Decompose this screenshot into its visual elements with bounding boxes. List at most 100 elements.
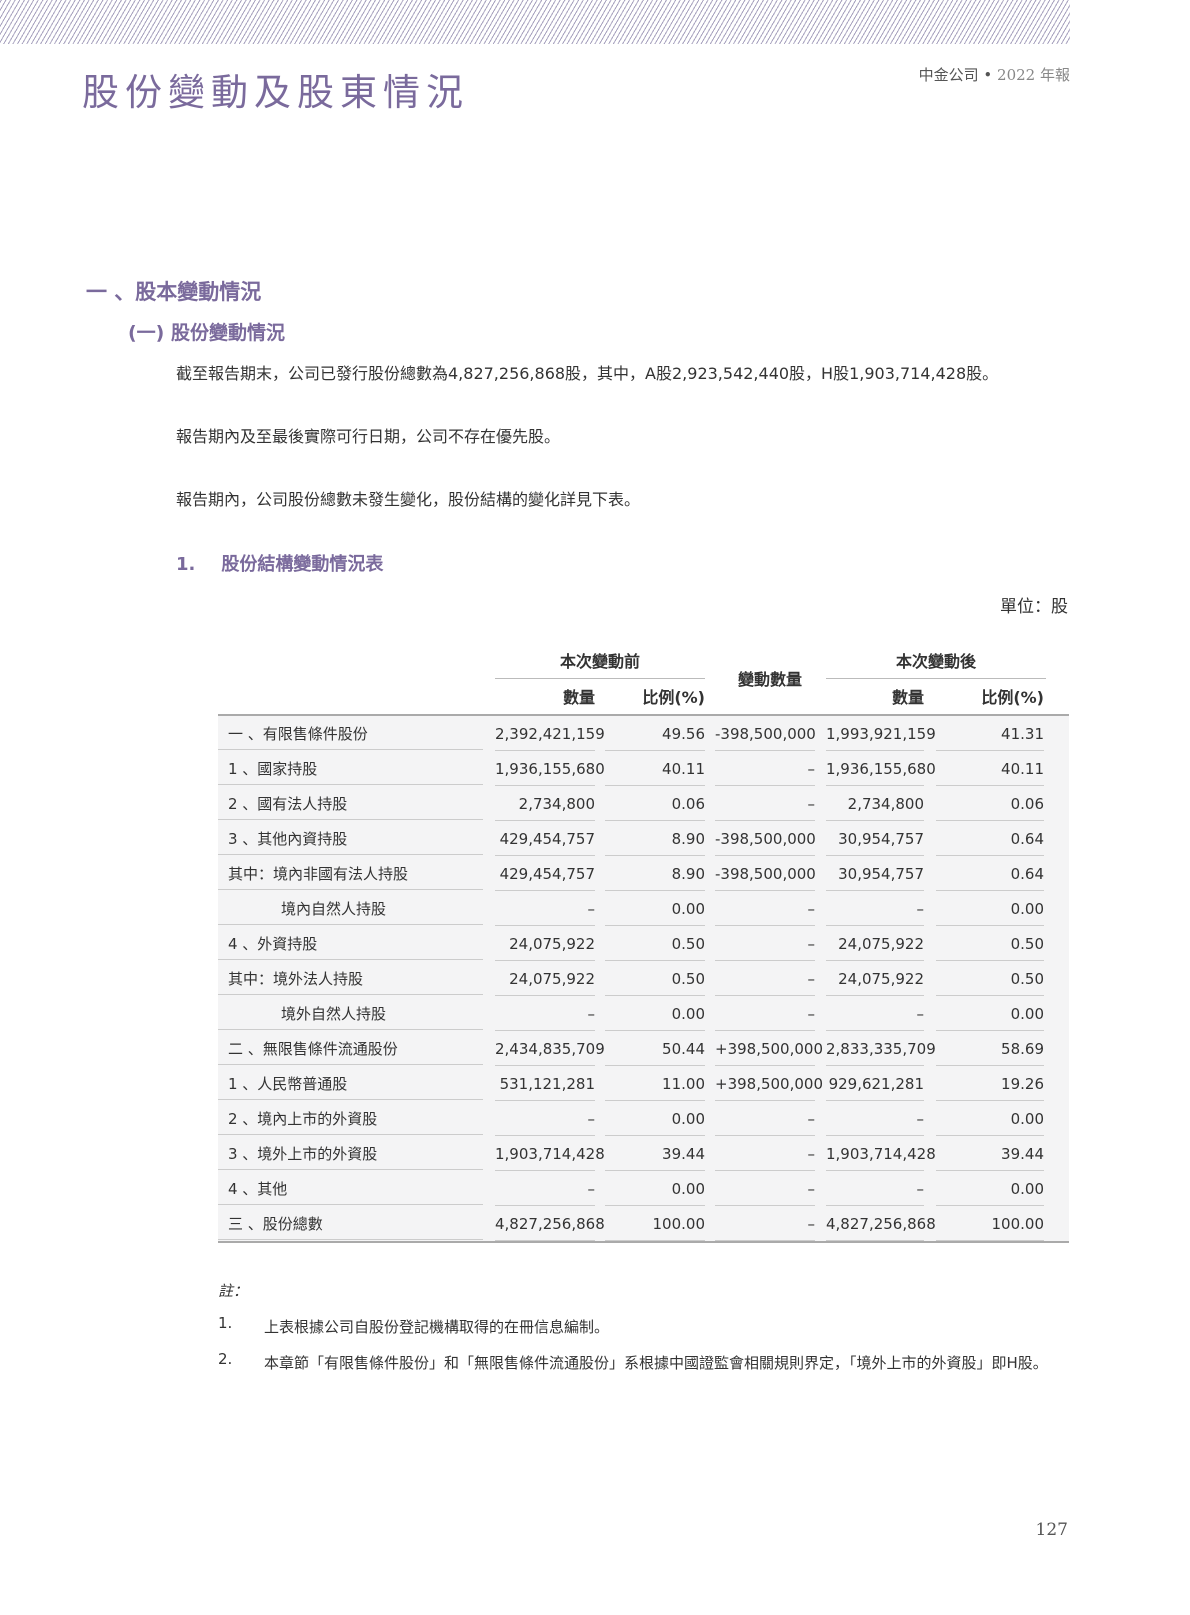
note-number: 1. (218, 1314, 233, 1332)
cell: – (495, 996, 595, 1031)
row-label: 其中：境外法人持股 (218, 961, 483, 995)
table-row: 4 、其他 –0.00– –0.00 (218, 1171, 1069, 1206)
row-label: 2 、國有法人持股 (218, 786, 483, 820)
table-body: 一 、有限售條件股份 2,392,421,159 49.56 -398,500,000… (218, 716, 1069, 1241)
table-heading: 1. 股份結構變動情況表 (176, 550, 409, 576)
subsection-heading: (一) 股份變動情況 (128, 322, 285, 344)
cell: 40.11 (936, 751, 1044, 786)
cell: -398,500,000 (715, 821, 816, 856)
table-bottom-rule (218, 1241, 1069, 1243)
cell: 1,936,155,680 (826, 751, 936, 786)
row-label: 4 、外資持股 (218, 926, 483, 960)
cell: 4,827,256,868 (495, 1206, 605, 1241)
cell: 50.44 (605, 1031, 705, 1066)
paragraph: 截至報告期末，公司已發行股份總數為4,827,256,868股，其中，A股2,9… (176, 364, 999, 383)
cell: 39.44 (936, 1136, 1044, 1171)
cell: 24,075,922 (826, 926, 924, 961)
table-row: 其中：境外法人持股 24,075,922 0.50–24,075,922 0.50 (218, 961, 1069, 996)
row-label: 一 、有限售條件股份 (218, 716, 483, 750)
notes-label: 註： (218, 1282, 249, 1300)
cell: – (495, 1171, 595, 1206)
cell: 100.00 (936, 1206, 1044, 1241)
cell: +398,500,000 (715, 1031, 823, 1066)
cell: 8.90 (605, 821, 705, 856)
row-label: 境外自然人持股 (218, 996, 483, 1030)
cell: -398,500,000 (715, 856, 816, 891)
table-row: 3 、境外上市的外資股 1,903,714,428 39.44–1,903,714,… (218, 1136, 1069, 1171)
cell: 2,434,835,709 (495, 1031, 605, 1066)
table-row: 境外自然人持股 –0.00– –0.00 (218, 996, 1069, 1031)
cell: – (715, 1206, 815, 1241)
cell: 1,903,714,428 (826, 1136, 936, 1171)
row-label: 1 、人民幣普通股 (218, 1066, 483, 1100)
cell: 8.90 (605, 856, 705, 891)
cell: – (715, 961, 815, 996)
header-pct-after: 比例(%) (981, 688, 1044, 707)
cell: – (715, 1171, 815, 1206)
cell: – (715, 1136, 815, 1171)
header-qty-before: 數量 (562, 688, 595, 707)
cell: – (715, 751, 815, 786)
row-label: 1 、國家持股 (218, 751, 483, 785)
report-name: 2022 年報 (997, 66, 1070, 84)
cell: – (715, 786, 815, 821)
cell: 0.00 (936, 996, 1044, 1031)
cell: 24,075,922 (495, 961, 595, 996)
cell: – (826, 1101, 924, 1136)
note-text: 上表根據公司自股份登記機構取得的在冊信息編制。 (264, 1318, 610, 1336)
header-before: 本次變動前 (495, 648, 705, 679)
header-after: 本次變動後 (826, 648, 1046, 679)
note-number: 2. (218, 1350, 233, 1368)
cell: 24,075,922 (826, 961, 924, 996)
cell: – (826, 996, 924, 1031)
header-qty-after: 數量 (891, 688, 924, 707)
cell: 531,121,281 (495, 1066, 595, 1101)
row-label: 二 、無限售條件流通股份 (218, 1031, 483, 1065)
cell: 41.31 (936, 716, 1044, 751)
cell: 0.00 (936, 1171, 1044, 1206)
table-row: 境內自然人持股 –0.00– –0.00 (218, 891, 1069, 926)
table-row: 3 、其他內資持股 429,454,757 8.90 -398,500,000 30,9… (218, 821, 1069, 856)
table-row: 二 、無限售條件流通股份 2,434,835,709 50.44 +398,500,0… (218, 1031, 1069, 1066)
row-label: 3 、其他內資持股 (218, 821, 483, 855)
table-row: 一 、有限售條件股份 2,392,421,159 49.56 -398,500,000… (218, 716, 1069, 751)
cell: 19.26 (936, 1066, 1044, 1101)
cell: – (495, 891, 595, 926)
cell: 0.00 (605, 891, 705, 926)
unit-label: 單位：股 (1000, 597, 1068, 617)
table-row: 2 、國有法人持股 2,734,800 0.06–2,734,800 0.06 (218, 786, 1069, 821)
cell: +398,500,000 (715, 1066, 823, 1101)
cell: 0.06 (936, 786, 1044, 821)
cell: 0.50 (936, 926, 1044, 961)
cell: – (715, 926, 815, 961)
cell: 30,954,757 (826, 821, 924, 856)
cell: 0.00 (605, 1101, 705, 1136)
cell: 0.50 (605, 961, 705, 996)
cell: 58.69 (936, 1031, 1044, 1066)
table-header: 本次變動前 變動數量 本次變動後 數量 比例(%) 數量 比例(%) (218, 640, 1069, 716)
cell: – (826, 1171, 924, 1206)
cell: 0.00 (605, 1171, 705, 1206)
table-title: 股份結構變動情況表 (221, 554, 384, 575)
row-label: 三 、股份總數 (218, 1206, 483, 1240)
cell: 2,833,335,709 (826, 1031, 936, 1066)
section-heading: 一 、股本變動情況 (86, 280, 262, 304)
cell: 30,954,757 (826, 856, 924, 891)
cell: 1,903,714,428 (495, 1136, 605, 1171)
table-row: 三 、股份總數 4,827,256,868 100.00–4,827,256,868… (218, 1206, 1069, 1241)
cell: – (715, 996, 815, 1031)
table-row: 1 、國家持股 1,936,155,680 40.11–1,936,155,680 4… (218, 751, 1069, 786)
cell: 0.00 (605, 996, 705, 1031)
cell: 1,936,155,680 (495, 751, 605, 786)
paragraph: 報告期內及至最後實際可行日期，公司不存在優先股。 (176, 427, 561, 446)
table-row: 4 、外資持股 24,075,922 0.50–24,075,922 0.50 (218, 926, 1069, 961)
cell: -398,500,000 (715, 716, 816, 751)
cell: – (715, 1101, 815, 1136)
cell: 2,734,800 (495, 786, 595, 821)
cell: 1,993,921,159 (826, 716, 936, 751)
cell: – (826, 891, 924, 926)
paragraph: 報告期內，公司股份總數未發生變化，股份結構的變化詳見下表。 (176, 490, 641, 509)
row-label: 境內自然人持股 (218, 891, 483, 925)
row-label: 4 、其他 (218, 1171, 483, 1205)
